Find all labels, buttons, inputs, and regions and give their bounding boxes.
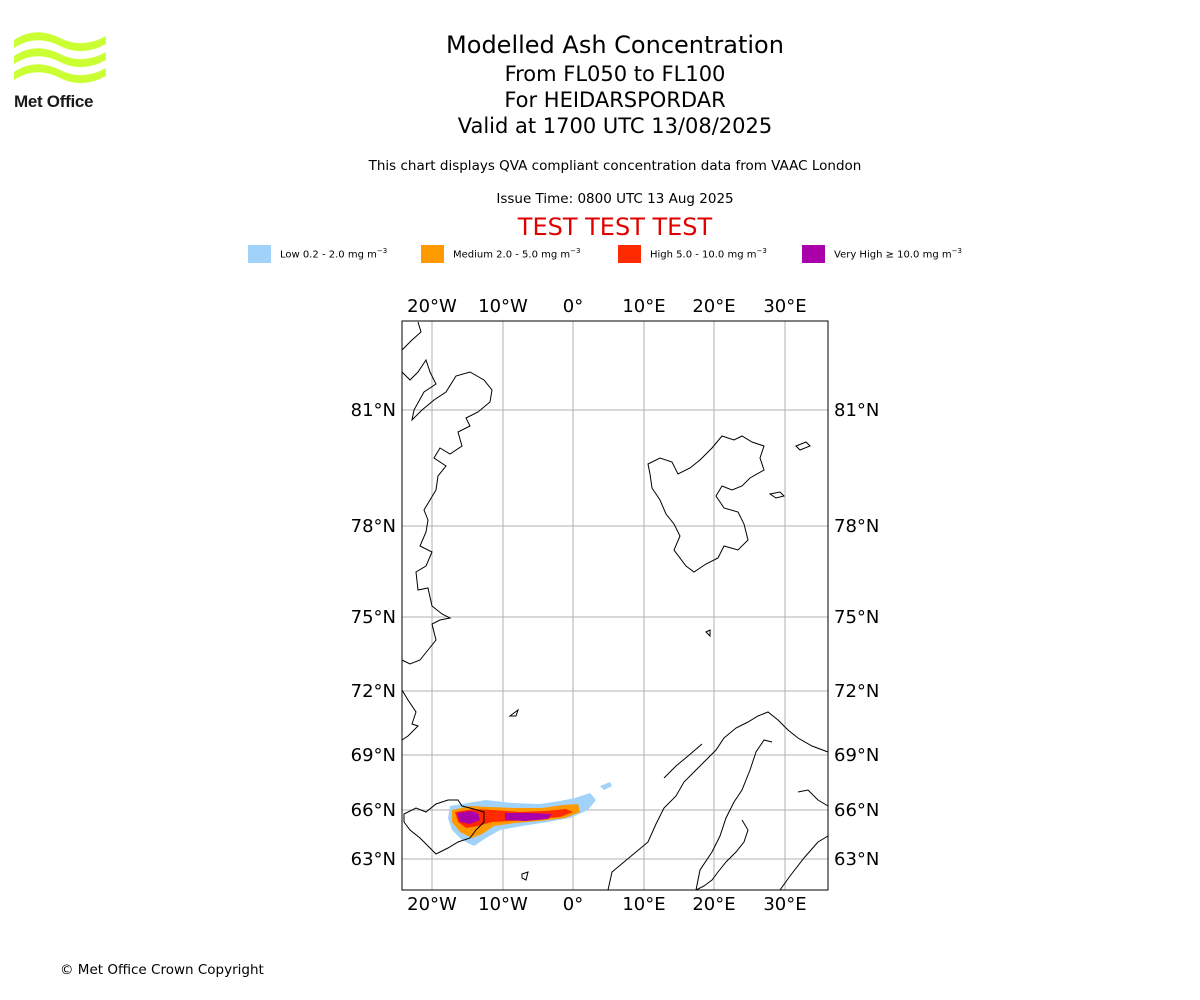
legend-swatch-medium — [421, 245, 444, 263]
lat-label: 66°N — [834, 800, 879, 821]
lat-label: 75°N — [834, 607, 879, 628]
legend-item-medium: Medium 2.0 - 5.0 mg m−3 — [421, 244, 580, 264]
lon-labels-bottom: 20°W 10°W 0° 10°E 20°E 30°E — [407, 894, 806, 915]
legend-item-high: High 5.0 - 10.0 mg m−3 — [618, 244, 767, 264]
met-office-waves-icon — [14, 32, 106, 84]
lat-label: 78°N — [834, 516, 879, 537]
lon-label: 30°E — [763, 296, 806, 317]
lon-label: 0° — [563, 894, 583, 915]
lon-label: 20°W — [407, 296, 457, 317]
legend-item-very-high: Very High ≥ 10.0 mg m−3 — [802, 244, 962, 264]
map-gridlines — [402, 321, 828, 890]
svalbard-coast — [647, 435, 765, 573]
lat-labels-left: 81°N 78°N 75°N 72°N 69°N 66°N 63°N — [351, 400, 396, 870]
legend-swatch-low — [248, 245, 271, 263]
legend-swatch-high — [618, 245, 641, 263]
lat-label: 81°N — [351, 400, 396, 421]
chart-title-block: Modelled Ash Concentration From FL050 to… — [300, 30, 930, 139]
scandinavia-coast — [607, 711, 829, 891]
chart-title: Modelled Ash Concentration — [446, 31, 784, 59]
volcano-name: For HEIDARSPORDAR — [504, 88, 726, 112]
jan-mayen-islet — [508, 708, 519, 717]
logo-text: Met Office — [14, 92, 94, 111]
lat-label: 81°N — [834, 400, 879, 421]
legend-label-medium: Medium 2.0 - 5.0 mg m−3 — [453, 247, 581, 261]
legend-label-low: Low 0.2 - 2.0 mg m−3 — [280, 247, 388, 261]
iceland-coast — [403, 799, 485, 855]
test-banner: TEST TEST TEST — [517, 213, 713, 241]
lon-label: 0° — [563, 296, 583, 317]
lat-label: 72°N — [351, 681, 396, 702]
issue-time: Issue Time: 0800 UTC 13 Aug 2025 — [496, 191, 734, 207]
bjornoya-islet — [705, 629, 711, 638]
ash-very-high-area — [457, 811, 552, 824]
lon-label: 20°E — [692, 894, 735, 915]
lon-label: 20°W — [407, 894, 457, 915]
lon-labels-top: 20°W 10°W 0° 10°E 20°E 30°E — [407, 296, 806, 317]
lat-label: 63°N — [834, 849, 879, 870]
legend-swatch-very-high — [802, 245, 825, 263]
legend-label-very-high: Very High ≥ 10.0 mg m−3 — [834, 247, 962, 261]
lon-label: 10°E — [622, 894, 665, 915]
met-office-logo: Met Office — [14, 30, 106, 112]
valid-time: Valid at 1700 UTC 13/08/2025 — [457, 114, 773, 138]
lon-label: 20°E — [692, 296, 735, 317]
svalbard-islet — [768, 491, 785, 499]
greenland-coast — [401, 321, 493, 741]
flight-level-range: From FL050 to FL100 — [504, 62, 726, 86]
ash-plume — [448, 782, 612, 846]
faroe-islets — [521, 871, 529, 881]
lon-label: 10°E — [622, 296, 665, 317]
kvitoya-islet — [795, 441, 811, 451]
lat-label: 69°N — [351, 745, 396, 766]
lon-label: 10°W — [478, 894, 528, 915]
lat-label: 75°N — [351, 607, 396, 628]
lat-labels-right: 81°N 78°N 75°N 72°N 69°N 66°N 63°N — [834, 400, 879, 870]
legend-label-high: High 5.0 - 10.0 mg m−3 — [650, 247, 767, 261]
lon-label: 10°W — [478, 296, 528, 317]
lat-label: 63°N — [351, 849, 396, 870]
map-frame — [401, 320, 829, 891]
ash-low-patch — [600, 782, 612, 790]
legend-item-low: Low 0.2 - 2.0 mg m−3 — [248, 244, 387, 264]
lon-label: 30°E — [763, 894, 806, 915]
copyright-notice: © Met Office Crown Copyright — [60, 962, 264, 978]
chart-subtitle: This chart displays QVA compliant concen… — [368, 158, 862, 174]
lat-label: 66°N — [351, 800, 396, 821]
coastlines — [401, 321, 829, 891]
lat-label: 78°N — [351, 516, 396, 537]
lat-label: 72°N — [834, 681, 879, 702]
lat-label: 69°N — [834, 745, 879, 766]
